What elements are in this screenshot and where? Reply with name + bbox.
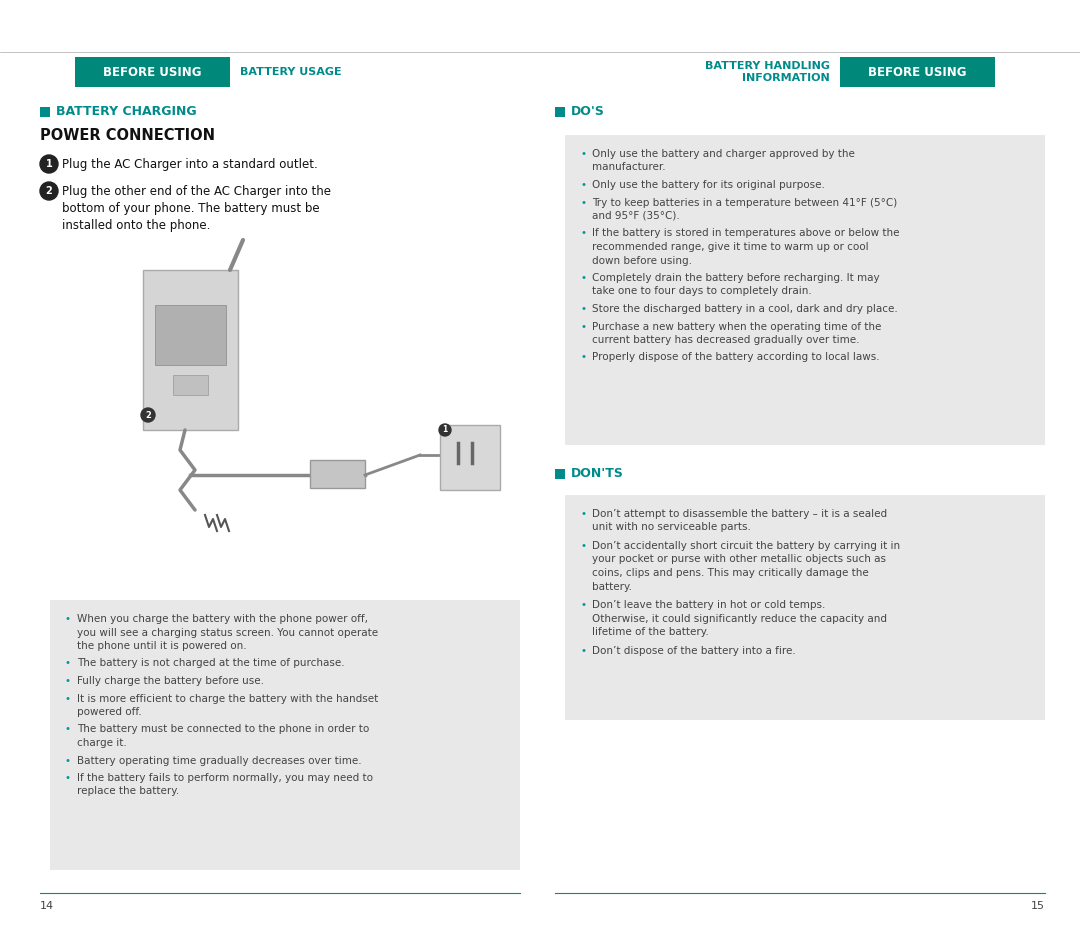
Text: Only use the battery and charger approved by the: Only use the battery and charger approve…	[592, 149, 855, 159]
Text: Plug the AC Charger into a standard outlet.: Plug the AC Charger into a standard outl…	[62, 158, 318, 171]
Bar	[840, 57, 995, 87]
Text: •: •	[580, 304, 586, 314]
Text: •: •	[65, 756, 71, 765]
Circle shape	[141, 408, 156, 422]
Text: unit with no serviceable parts.: unit with no serviceable parts.	[592, 523, 751, 532]
Text: Store the discharged battery in a cool, dark and dry place.: Store the discharged battery in a cool, …	[592, 304, 897, 314]
Text: When you charge the battery with the phone power off,: When you charge the battery with the pho…	[77, 614, 368, 624]
Text: your pocket or purse with other metallic objects such as: your pocket or purse with other metallic…	[592, 555, 886, 565]
Text: Otherwise, it could significantly reduce the capacity and: Otherwise, it could significantly reduce…	[592, 613, 887, 624]
Text: you will see a charging status screen. You cannot operate: you will see a charging status screen. Y…	[77, 627, 378, 637]
Bar	[565, 495, 1045, 720]
Text: •: •	[65, 659, 71, 668]
Text: Battery operating time gradually decreases over time.: Battery operating time gradually decreas…	[77, 756, 362, 765]
Text: recommended range, give it time to warm up or cool: recommended range, give it time to warm …	[592, 242, 868, 252]
Text: •: •	[580, 541, 586, 551]
Text: battery.: battery.	[592, 582, 632, 592]
Text: The battery is not charged at the time of purchase.: The battery is not charged at the time o…	[77, 659, 345, 668]
Bar	[143, 270, 238, 430]
Bar	[50, 600, 519, 870]
Bar	[156, 305, 226, 365]
Text: Don’t attempt to disassemble the battery – it is a sealed: Don’t attempt to disassemble the battery…	[592, 509, 887, 519]
Text: BATTERY HANDLING
INFORMATION: BATTERY HANDLING INFORMATION	[705, 61, 831, 83]
Text: the phone until it is powered on.: the phone until it is powered on.	[77, 641, 246, 651]
Text: The battery must be connected to the phone in order to: The battery must be connected to the pho…	[77, 724, 369, 734]
Bar	[440, 425, 500, 490]
Text: BEFORE USING: BEFORE USING	[104, 65, 202, 78]
Text: POWER CONNECTION: POWER CONNECTION	[40, 128, 215, 143]
Text: •: •	[580, 149, 586, 159]
Bar	[75, 57, 230, 87]
Text: take one to four days to completely drain.: take one to four days to completely drai…	[592, 286, 812, 296]
Text: •: •	[580, 322, 586, 332]
Text: •: •	[580, 509, 586, 519]
Text: coins, clips and pens. This may critically damage the: coins, clips and pens. This may critical…	[592, 568, 868, 578]
Bar	[40, 107, 50, 117]
Text: charge it.: charge it.	[77, 738, 126, 748]
Text: It is more efficient to charge the battery with the handset: It is more efficient to charge the batte…	[77, 693, 378, 704]
Text: current battery has decreased gradually over time.: current battery has decreased gradually …	[592, 335, 860, 345]
Text: •: •	[580, 228, 586, 239]
Circle shape	[438, 424, 451, 436]
Text: If the battery is stored in temperatures above or below the: If the battery is stored in temperatures…	[592, 228, 900, 239]
Text: Try to keep batteries in a temperature between 41°F (5°C): Try to keep batteries in a temperature b…	[592, 198, 897, 208]
Bar	[310, 460, 365, 488]
Text: •: •	[580, 198, 586, 208]
Text: lifetime of the battery.: lifetime of the battery.	[592, 627, 708, 637]
Text: •: •	[580, 352, 586, 363]
Text: •: •	[580, 646, 586, 655]
Text: •: •	[65, 693, 71, 704]
Text: manufacturer.: manufacturer.	[592, 162, 665, 172]
Text: DO'S: DO'S	[571, 105, 605, 118]
Text: •: •	[65, 773, 71, 783]
Text: 2: 2	[45, 186, 52, 196]
Text: BATTERY CHARGING: BATTERY CHARGING	[56, 105, 197, 118]
Bar	[565, 135, 1045, 445]
Text: 1: 1	[45, 159, 52, 169]
Text: 2: 2	[145, 410, 151, 419]
Text: 15: 15	[1031, 901, 1045, 911]
Bar	[173, 375, 208, 395]
Text: •: •	[65, 724, 71, 734]
Text: •: •	[580, 273, 586, 283]
Text: Only use the battery for its original purpose.: Only use the battery for its original pu…	[592, 180, 825, 190]
Text: Properly dispose of the battery according to local laws.: Properly dispose of the battery accordin…	[592, 352, 879, 363]
Text: Don’t accidentally short circuit the battery by carrying it in: Don’t accidentally short circuit the bat…	[592, 541, 900, 551]
Text: BEFORE USING: BEFORE USING	[868, 65, 967, 78]
Text: Don’t dispose of the battery into a fire.: Don’t dispose of the battery into a fire…	[592, 646, 796, 655]
Text: 1: 1	[443, 426, 447, 434]
Text: Purchase a new battery when the operating time of the: Purchase a new battery when the operatin…	[592, 322, 881, 332]
Text: and 95°F (35°C).: and 95°F (35°C).	[592, 211, 679, 221]
Text: •: •	[65, 676, 71, 686]
Text: •: •	[580, 600, 586, 610]
Text: •: •	[65, 614, 71, 624]
Text: Don’t leave the battery in hot or cold temps.: Don’t leave the battery in hot or cold t…	[592, 600, 825, 610]
Text: If the battery fails to perform normally, you may need to: If the battery fails to perform normally…	[77, 773, 373, 783]
Text: Completely drain the battery before recharging. It may: Completely drain the battery before rech…	[592, 273, 879, 283]
Text: Fully charge the battery before use.: Fully charge the battery before use.	[77, 676, 264, 686]
Text: BATTERY USAGE: BATTERY USAGE	[240, 67, 341, 77]
Circle shape	[40, 155, 58, 173]
Text: down before using.: down before using.	[592, 255, 692, 266]
Text: Plug the other end of the AC Charger into the
bottom of your phone. The battery : Plug the other end of the AC Charger int…	[62, 185, 330, 232]
Text: DON'TS: DON'TS	[571, 467, 624, 480]
Text: powered off.: powered off.	[77, 707, 141, 717]
Bar	[555, 469, 565, 479]
Text: 14: 14	[40, 901, 54, 911]
Circle shape	[40, 182, 58, 200]
Text: replace the battery.: replace the battery.	[77, 787, 179, 797]
Text: •: •	[580, 180, 586, 190]
Bar	[555, 107, 565, 117]
